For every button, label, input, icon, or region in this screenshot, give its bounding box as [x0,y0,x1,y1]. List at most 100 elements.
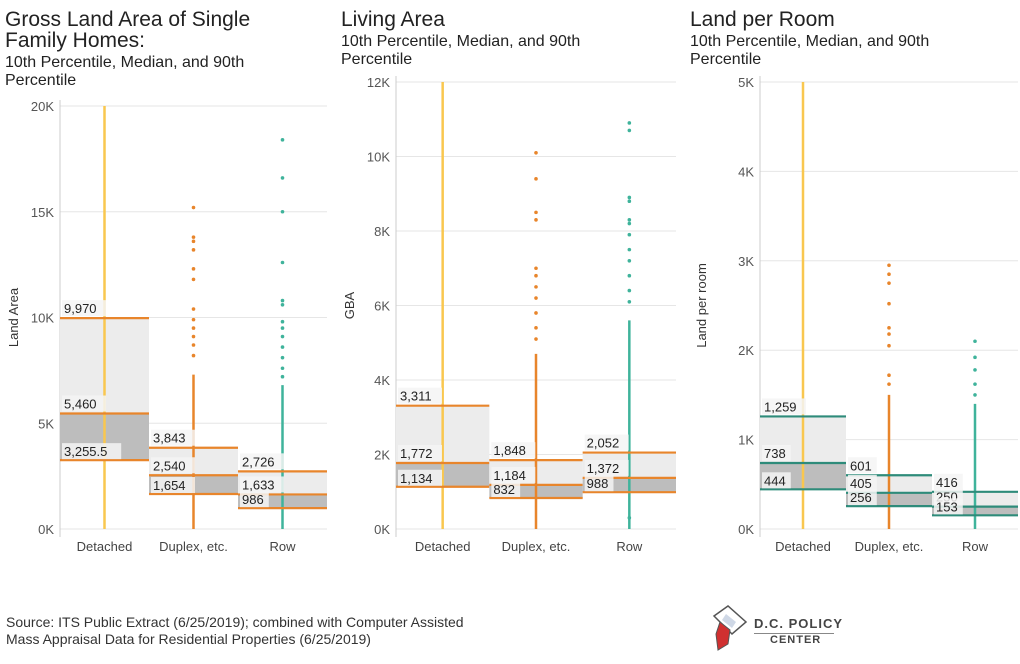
y-tick-label: 8K [374,224,390,239]
outlier-point [191,307,196,311]
box-detached: 3,311 1,772 1,134 [396,82,490,529]
p10-label: 1,654 [153,478,186,493]
median-label: 1,772 [400,446,433,461]
p10-label-bg [491,481,521,498]
p10-label: 3,255.5 [64,444,107,459]
p10-label: 153 [936,499,958,514]
x-category-label: Duplex, etc. [159,539,228,554]
outlier-point [191,317,196,322]
outlier-point [887,263,891,268]
outlier-point [534,326,538,330]
outlier-point [191,239,196,244]
outlier-point [191,334,196,339]
dc-map-icon [712,605,748,651]
median-label-bg [62,395,106,412]
p90-label: 9,970 [64,301,97,316]
outlier-point [973,368,977,372]
median-label: 5,460 [64,397,97,412]
outlier-point [191,326,196,330]
y-tick-label: 6K [374,299,390,314]
p90-label: 2,052 [587,436,620,451]
y-axis-label: Land Area [6,287,21,347]
p10-label: 1,134 [400,471,433,486]
outlier-point [191,235,196,239]
outlier-point [973,382,977,386]
box-detached: 1,259 738 444 [760,82,846,529]
median-label-bg [584,459,629,476]
x-category-label: Duplex, etc. [502,539,571,554]
outlier-point [280,138,285,142]
median-label: 405 [850,476,872,491]
y-tick-label: 3K [738,254,754,269]
outlier-point [627,199,632,203]
outlier-point [887,332,891,336]
outlier-point [627,232,632,237]
outlier-point [280,303,285,307]
p10-label-bg [584,475,614,492]
x-category-label: Row [616,539,643,554]
outlier-point [534,285,538,289]
p90-label-bg [240,453,284,470]
x-category-label: Detached [77,539,133,554]
x-category-label: Detached [775,539,831,554]
median-label-bg [240,476,284,493]
outlier-point [534,266,538,271]
median-label-bg [848,474,877,491]
outlier-point [280,176,285,180]
p90-label: 1,848 [493,443,526,458]
source-footer: Source: ITS Public Extract (6/25/2019); … [6,614,464,648]
x-category-label: Detached [415,539,471,554]
y-tick-label: 15K [31,205,54,220]
outlier-point [627,218,632,222]
outlier-point [534,177,538,181]
outlier-point [887,326,891,330]
chart-subtitle-line: 10th Percentile, Median, and 90th [5,54,244,71]
outlier-point [534,210,538,215]
chart-subtitle-line: Percentile [341,51,412,68]
p90-label-bg [934,473,963,490]
p10-label-bg [151,477,195,494]
outlier-point [887,373,891,378]
outlier-point [627,273,632,278]
chart-subtitle-line: 10th Percentile, Median, and 90th [341,33,580,50]
outlier-point [627,259,632,263]
outlier-point [280,366,285,371]
chart-title-line: Family Homes: [5,29,145,52]
y-tick-label: 1K [738,433,754,448]
p90-label: 3,843 [153,431,186,446]
outlier-point [534,273,538,278]
p90-label-bg [584,434,629,451]
source-line-1: Source: ITS Public Extract (6/25/2019); … [6,614,464,630]
outlier-point [887,281,891,285]
p90-label: 1,259 [764,399,797,414]
y-tick-label: 0K [38,522,54,537]
y-tick-label: 12K [367,75,390,90]
p10-label-bg [934,498,963,515]
chart-2: Living Area 10th Percentile, Median, and … [341,8,676,554]
chart-subtitle-line: Percentile [5,72,76,89]
outlier-point [627,516,632,520]
outlier-point [534,150,538,155]
y-tick-label: 10K [367,150,390,165]
outlier-point [534,218,538,222]
p10-label: 832 [493,482,515,497]
chart-subtitle-line: Percentile [690,51,761,68]
outlier-point [627,221,632,226]
p90-label-bg [62,300,106,317]
source-line-2: Mass Appraisal Data for Residential Prop… [6,631,371,647]
p90-label-bg [491,442,536,459]
x-category-label: Duplex, etc. [855,539,924,554]
outlier-point [887,343,891,348]
y-tick-label: 0K [738,522,754,537]
outlier-point [973,339,977,344]
y-tick-label: 5K [38,416,54,431]
y-tick-label: 4K [374,373,390,388]
y-tick-label: 0K [374,522,390,537]
p90-label: 601 [850,458,872,473]
median-label: 2,540 [153,458,186,473]
